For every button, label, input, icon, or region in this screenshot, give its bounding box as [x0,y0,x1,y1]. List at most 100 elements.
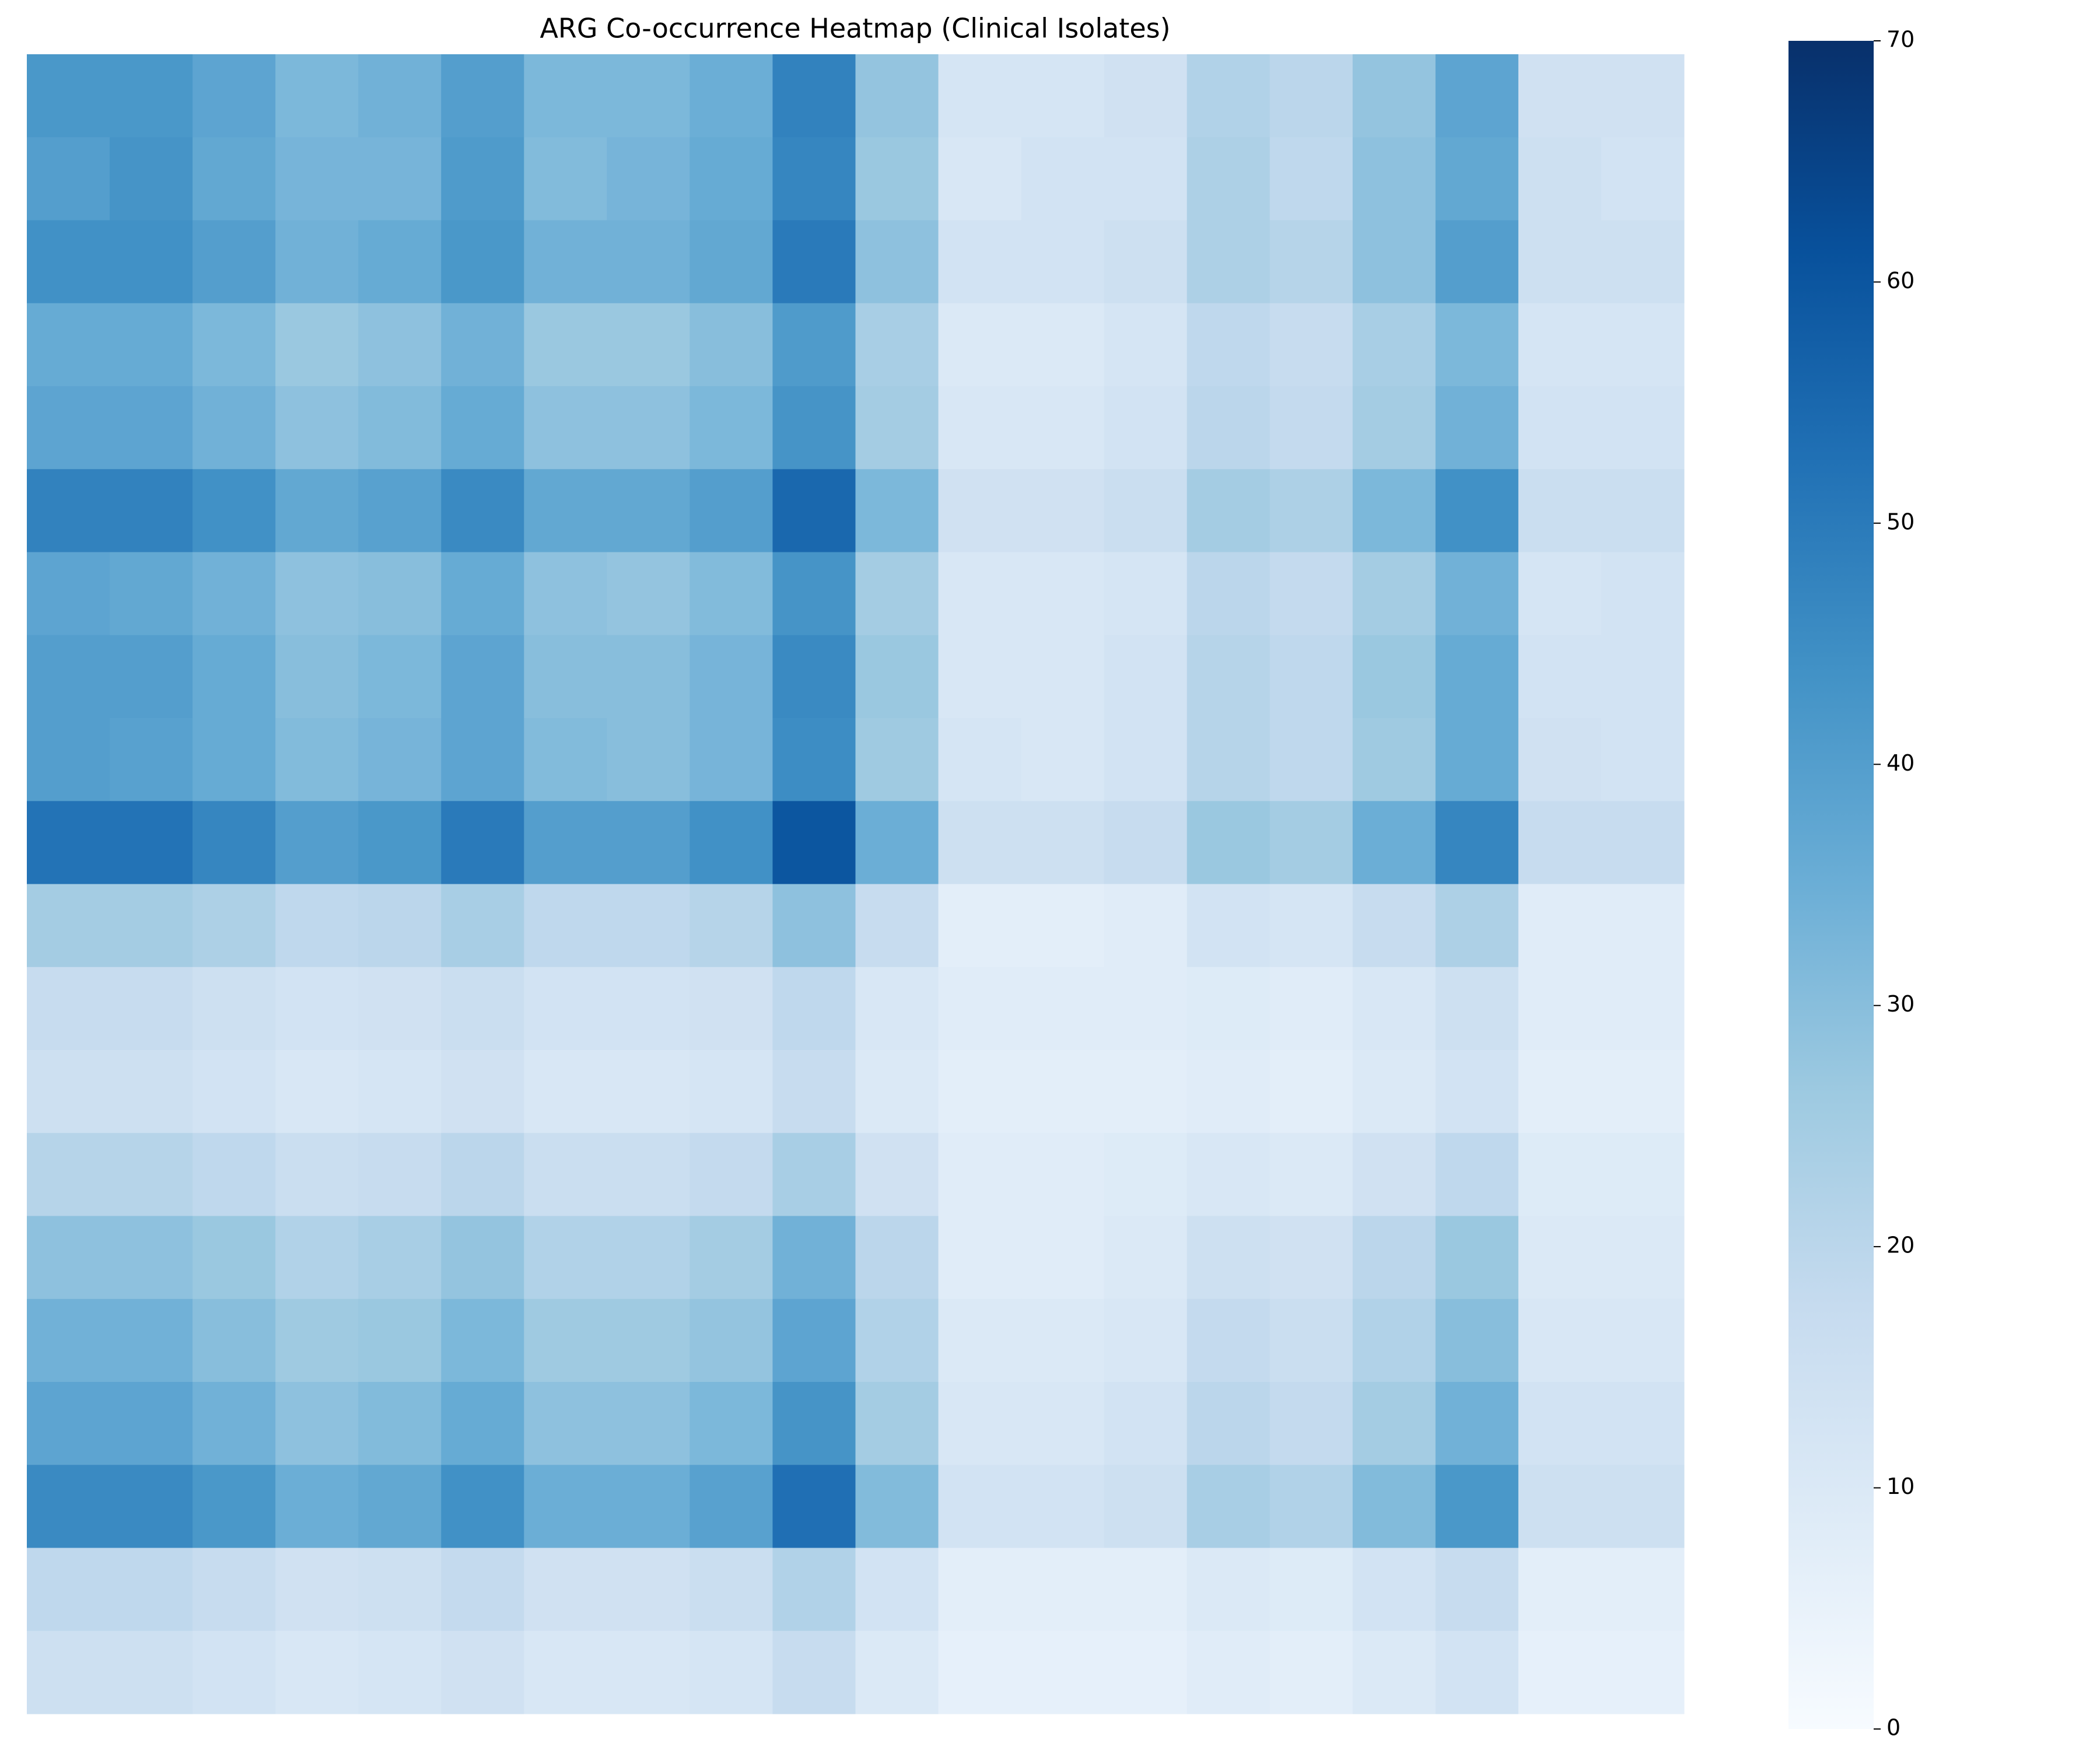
heatmap-cell [441,137,524,220]
heatmap-cell [607,718,690,802]
heatmap-cell [855,801,939,884]
heatmap-cell [1352,1465,1436,1548]
heatmap-cell [110,137,193,220]
heatmap-cell [1021,967,1105,1051]
heatmap-cell [1601,552,1685,636]
heatmap-cell [690,1298,773,1382]
heatmap-cell [1021,220,1105,304]
heatmap-cell [192,386,276,470]
heatmap-cell [1104,552,1188,636]
heatmap-cell [855,386,939,470]
heatmap-cell [524,1216,607,1300]
heatmap-cell [1518,884,1602,968]
heatmap-cell [524,220,607,304]
heatmap-cell [1269,1548,1353,1632]
heatmap-cell [1601,635,1685,719]
heatmap-cell [1435,1382,1519,1465]
heatmap-cell [441,1216,524,1300]
heatmap-cell [524,1630,607,1714]
heatmap-cell [1104,386,1188,470]
heatmap-cell [275,1216,359,1300]
heatmap-cell [1186,1050,1270,1133]
heatmap-cell [1021,1133,1105,1216]
heatmap-cell [1186,1630,1270,1714]
heatmap-cell [192,884,276,968]
heatmap-cell [1269,552,1353,636]
heatmap-cell [1601,1216,1685,1300]
heatmap-cell [690,1216,773,1300]
heatmap-cell [938,1216,1022,1300]
heatmap-cell [1518,1465,1602,1548]
heatmap-cell [855,1382,939,1465]
heatmap-cell [1021,1298,1105,1382]
heatmap-cell [1518,1548,1602,1632]
heatmap-cell [110,801,193,884]
heatmap-cell [275,967,359,1051]
heatmap-cell [110,635,193,719]
heatmap-cell [855,1465,939,1548]
heatmap-cell [772,635,856,719]
heatmap-cell [441,54,524,138]
heatmap-cell [1104,1465,1188,1548]
heatmap-cell [358,1050,442,1133]
heatmap-cell [192,137,276,220]
heatmap-cell [772,303,856,387]
heatmap-cell [358,386,442,470]
heatmap-cell [938,1298,1022,1382]
heatmap-cell [275,552,359,636]
heatmap-cell [1518,386,1602,470]
heatmap-cell [1435,552,1519,636]
heatmap-cell [441,1133,524,1216]
heatmap-cell [1352,718,1436,802]
heatmap-cell [192,552,276,636]
heatmap-cell [1601,884,1685,968]
heatmap-cell [938,552,1022,636]
heatmap-cell [607,386,690,470]
heatmap-cell [607,1465,690,1548]
heatmap-cell [690,1382,773,1465]
colorbar-tick-label: 70 [1887,27,1915,52]
heatmap-cell [110,469,193,552]
colorbar-tick-label: 20 [1887,1233,1915,1258]
heatmap-cell [938,1548,1022,1632]
heatmap-cell [441,220,524,304]
heatmap-cell [110,54,193,138]
heatmap-cell [358,54,442,138]
heatmap-cell [275,635,359,719]
heatmap-cell [1435,1298,1519,1382]
heatmap-cell [1435,1630,1519,1714]
heatmap-cell [27,1465,110,1548]
heatmap-cell [1104,303,1188,387]
heatmap-cell [1352,54,1436,138]
heatmap-cell [1021,635,1105,719]
heatmap-cell [275,137,359,220]
heatmap-cell [1435,1050,1519,1133]
heatmap-cell [1601,137,1685,220]
heatmap-cell [110,718,193,802]
heatmap-cell [1352,1630,1436,1714]
heatmap-cell [1269,1382,1353,1465]
heatmap-cell [855,1298,939,1382]
heatmap-cell [1021,1630,1105,1714]
heatmap-cell [27,552,110,636]
heatmap-cell [441,718,524,802]
heatmap-cell [524,54,607,138]
heatmap-cell [772,1050,856,1133]
heatmap-cell [938,1133,1022,1216]
heatmap-cell [441,303,524,387]
heatmap-cell [358,635,442,719]
heatmap-cell [1518,303,1602,387]
heatmap-cell [607,137,690,220]
heatmap-cell [1601,1382,1685,1465]
heatmap-cell [441,801,524,884]
heatmap-cell [110,220,193,304]
heatmap-cell [1435,386,1519,470]
heatmap-cell [524,967,607,1051]
heatmap-cell [772,386,856,470]
heatmap-cell [524,635,607,719]
heatmap-cell [441,635,524,719]
heatmap-cell [1104,1548,1188,1632]
heatmap-cell [1269,1133,1353,1216]
heatmap-cell [1518,718,1602,802]
heatmap-cell [1518,469,1602,552]
